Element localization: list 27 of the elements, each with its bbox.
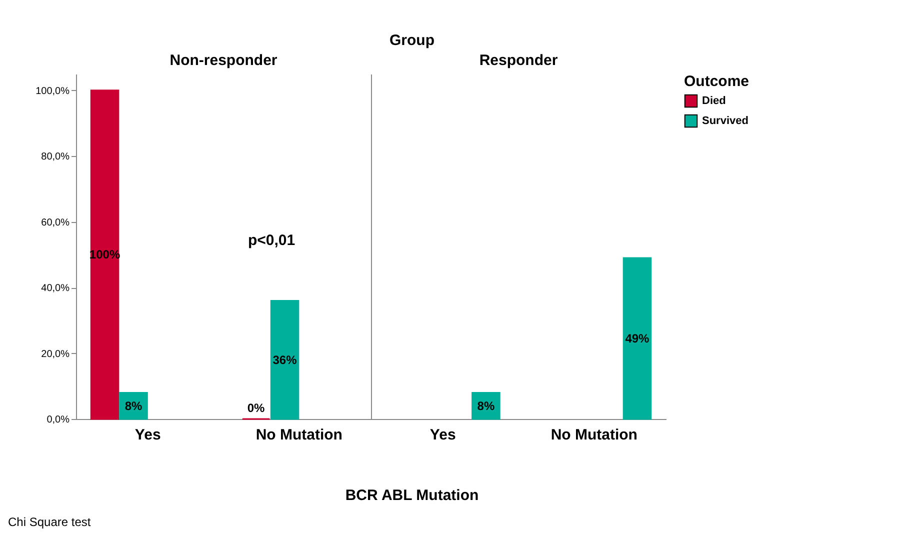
y-tick-label: 20,0%: [41, 348, 70, 360]
annotation: p<0,01: [248, 232, 296, 249]
data-label: 49%: [625, 332, 650, 346]
x-tick-label: No Mutation: [256, 426, 342, 444]
text: Chi Square test: [8, 515, 91, 529]
y-tick-label: 100,0%: [36, 86, 70, 97]
x-tick-label: Yes: [430, 426, 456, 444]
y-tick-label: 0,0%: [46, 414, 70, 426]
x-tick-label: No Mutation: [550, 426, 638, 444]
legend-title: Outcome: [684, 73, 750, 90]
text: Group: [390, 32, 434, 49]
y-tick-label: 80,0%: [41, 152, 70, 163]
legend-label: Survived: [702, 115, 748, 127]
data-label: 36%: [272, 352, 298, 367]
data-label: 0%: [247, 401, 266, 415]
chart-title: Non-responder: [170, 52, 278, 69]
y-tick-label: 40,0%: [41, 283, 70, 294]
x-tick-label: Yes: [134, 426, 161, 444]
data-label: 8%: [124, 398, 142, 413]
bar: [119, 392, 148, 420]
y-tick-label: 60,0%: [41, 217, 70, 228]
chart-title: Responder: [479, 52, 558, 69]
bar: [90, 90, 120, 420]
bar: [270, 300, 300, 420]
legend-label: Died: [702, 95, 726, 107]
x-axis-title: BCR ABL Mutation: [345, 487, 479, 504]
data-label: 8%: [477, 398, 495, 413]
